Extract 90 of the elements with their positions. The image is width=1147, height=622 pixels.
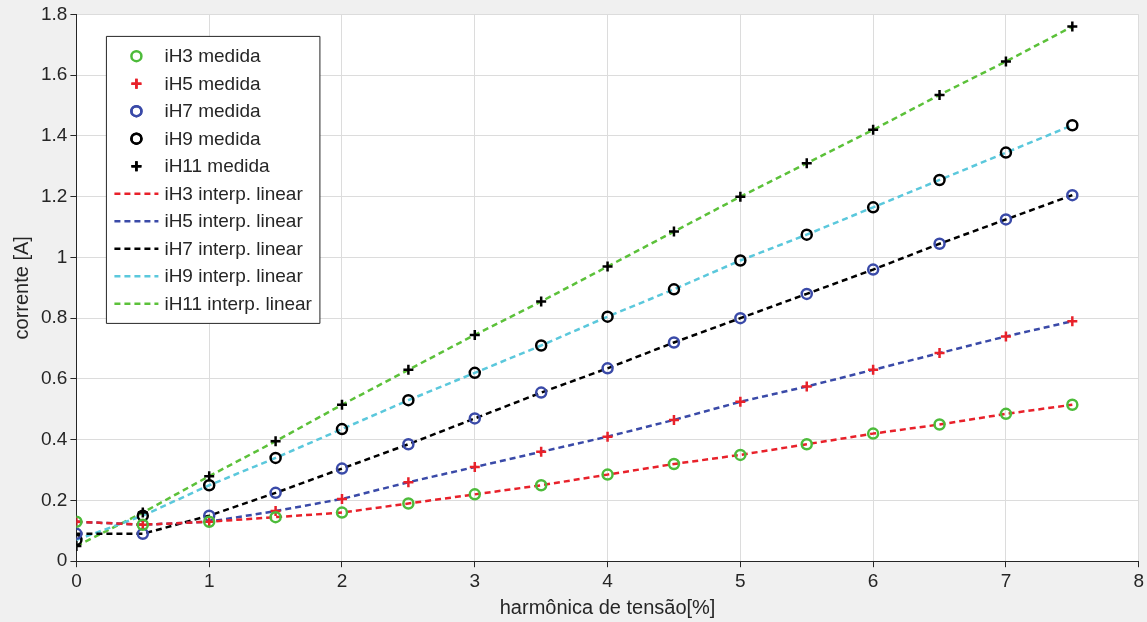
x-tick-label: 8 — [1133, 569, 1145, 591]
point — [667, 413, 681, 427]
point — [335, 398, 349, 411]
point — [667, 336, 681, 349]
legend-label: iH5 medida — [164, 72, 261, 94]
point — [933, 418, 946, 431]
point — [933, 346, 946, 360]
point — [734, 311, 747, 325]
point — [534, 339, 548, 352]
point — [269, 510, 282, 524]
legend-label: iH7 interp. linear — [164, 237, 304, 259]
point — [468, 460, 482, 474]
point — [601, 430, 614, 443]
y-tick-label: 0.6 — [40, 367, 68, 389]
point — [866, 263, 880, 276]
legend-label: iH9 medida — [164, 127, 261, 149]
legend-label: iH11 medida — [164, 155, 271, 177]
point — [999, 146, 1013, 159]
y-tick-label: 1.8 — [40, 2, 68, 24]
point — [601, 468, 614, 481]
y-tick-label: 1.4 — [40, 124, 68, 146]
point — [734, 448, 747, 462]
point — [866, 363, 880, 377]
point — [335, 506, 349, 519]
point — [1066, 188, 1079, 202]
point — [534, 295, 548, 308]
point — [468, 488, 482, 501]
point — [534, 479, 548, 492]
point — [667, 225, 681, 238]
point — [999, 55, 1013, 68]
point — [269, 451, 282, 465]
y-tick-label: 0.2 — [40, 488, 68, 510]
y-tick-label: 0.8 — [40, 306, 68, 328]
legend-label: iH5 interp. linear — [164, 210, 304, 232]
point — [468, 366, 482, 380]
point — [468, 412, 482, 425]
x-axis-title: harmônica de tensão[%] — [499, 595, 716, 618]
x-tick-label: 0 — [71, 569, 82, 591]
y-tick-label: 1.6 — [40, 63, 68, 85]
point — [866, 123, 880, 137]
point — [1066, 398, 1079, 411]
point — [468, 328, 482, 342]
y-tick-label: 0.4 — [40, 427, 68, 449]
point — [933, 88, 946, 102]
legend-label: iH3 medida — [164, 45, 261, 67]
point — [933, 237, 946, 250]
point — [269, 486, 282, 500]
x-tick-label: 3 — [469, 569, 481, 591]
point — [402, 393, 415, 407]
point — [999, 330, 1013, 343]
x-tick-label: 1 — [203, 569, 215, 591]
x-tick-label: 2 — [336, 569, 348, 591]
x-tick-label: 5 — [735, 569, 746, 591]
point — [866, 427, 880, 440]
point — [667, 283, 681, 296]
point — [866, 201, 880, 214]
y-tick-label: 1.2 — [40, 184, 68, 206]
point — [402, 497, 415, 510]
point — [202, 479, 216, 492]
legend-label: iH9 interp. linear — [164, 265, 304, 287]
point — [734, 254, 747, 267]
point — [601, 362, 614, 375]
point — [534, 445, 548, 459]
point — [734, 395, 747, 408]
point — [999, 213, 1013, 226]
y-axis-title: corrente [A] — [9, 236, 32, 340]
legend-label: iH3 interp. linear — [164, 182, 304, 204]
legend-label: iH11 interp. linear — [164, 292, 313, 314]
point — [335, 492, 349, 506]
x-tick-label: 7 — [1000, 569, 1012, 591]
point — [800, 228, 813, 241]
y-tick-label: 1 — [56, 245, 68, 267]
point — [1066, 119, 1079, 132]
point — [800, 380, 813, 393]
point — [667, 457, 681, 471]
y-tick-label: 0 — [56, 549, 68, 571]
point — [335, 462, 349, 475]
point — [402, 475, 415, 489]
point — [601, 310, 614, 323]
point — [999, 407, 1013, 421]
point — [800, 287, 813, 301]
point — [1066, 314, 1079, 328]
point — [335, 422, 349, 436]
point — [933, 173, 946, 187]
point — [534, 386, 548, 399]
x-tick-label: 6 — [867, 569, 879, 591]
x-tick-label: 4 — [602, 569, 614, 591]
point — [800, 438, 813, 451]
legend-label: iH7 medida — [164, 100, 261, 122]
point — [402, 438, 415, 451]
